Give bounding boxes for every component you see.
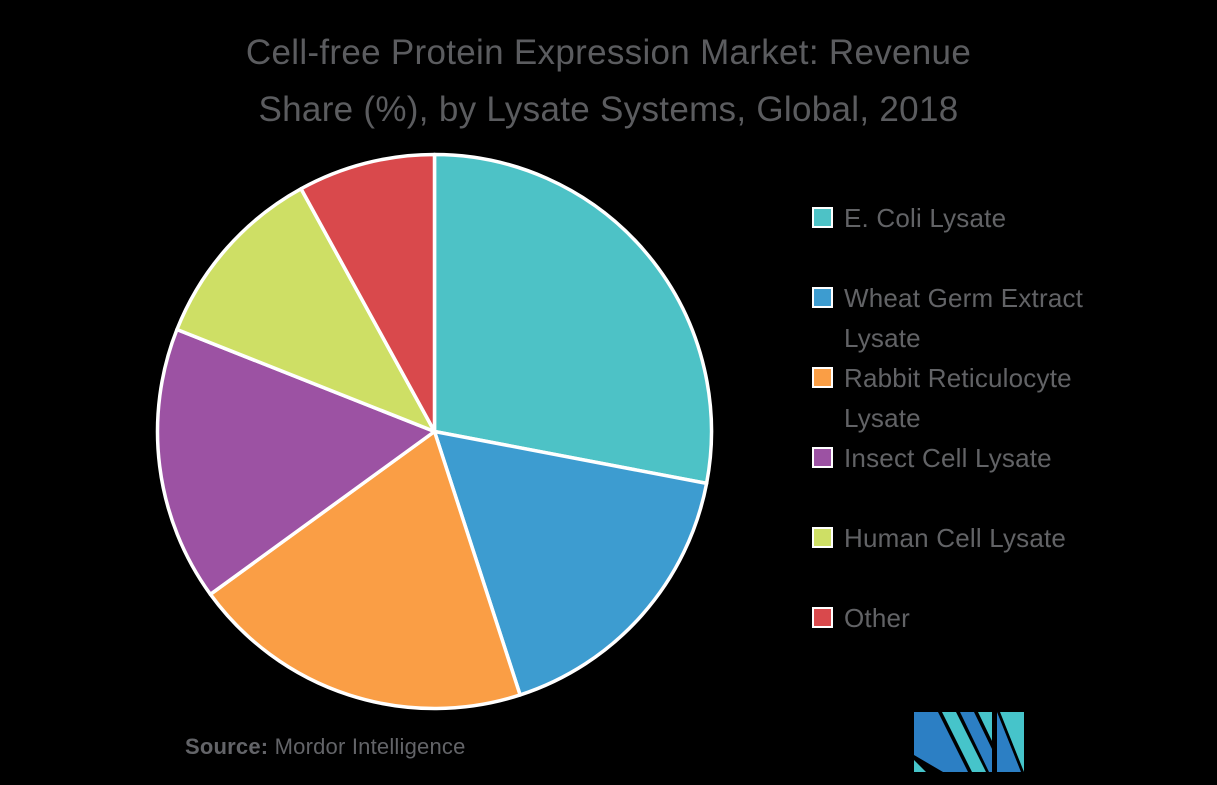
pie-slice-human-cell-lysate[interactable] bbox=[175, 187, 437, 434]
page-title: Cell-free Protein Expression Market: Rev… bbox=[0, 24, 1217, 138]
legend-label: Wheat Germ Extract Lysate bbox=[844, 283, 1084, 353]
legend-item-rabbit-reticulocyte-lysate[interactable]: Rabbit Reticulocyte Lysate bbox=[812, 358, 1202, 438]
logo-m-middle-stroke bbox=[942, 712, 986, 772]
legend-item-insect-cell-lysate[interactable]: Insect Cell Lysate bbox=[812, 438, 1202, 518]
legend-label: Human Cell Lysate bbox=[844, 523, 1067, 553]
legend-swatch bbox=[812, 287, 833, 308]
legend-item-human-cell-lysate[interactable]: Human Cell Lysate bbox=[812, 518, 1202, 598]
legend-label: Other bbox=[844, 603, 911, 633]
legend-label: E. Coli Lysate bbox=[844, 203, 1007, 233]
source-label: Source: bbox=[185, 734, 269, 759]
title-line-2: Share (%), by Lysate Systems, Global, 20… bbox=[258, 90, 959, 129]
pie-slice-rabbit-reticulocyte-lysate[interactable] bbox=[208, 429, 522, 711]
pie-slice-insect-cell-lysate[interactable] bbox=[155, 327, 437, 597]
legend-swatch bbox=[812, 607, 833, 628]
legend-swatch bbox=[812, 527, 833, 548]
legend-item-e-coli-lysate[interactable]: E. Coli Lysate bbox=[812, 198, 1202, 278]
logo-m-right-stroke bbox=[960, 712, 992, 772]
source-value: Mordor Intelligence bbox=[268, 734, 466, 759]
logo-m-top-shape bbox=[978, 712, 992, 741]
logo-m-corner-shape bbox=[914, 760, 926, 772]
pie-slice-other[interactable] bbox=[299, 152, 437, 434]
logo-i-bottom-shape bbox=[997, 712, 1021, 772]
legend-label: Rabbit Reticulocyte Lysate bbox=[844, 363, 1072, 433]
title-line-1: Cell-free Protein Expression Market: Rev… bbox=[245, 33, 972, 72]
legend-swatch bbox=[812, 447, 833, 468]
legend-item-other[interactable]: Other bbox=[812, 598, 1202, 678]
legend-item-wheat-germ-extract-lysate[interactable]: Wheat Germ Extract Lysate bbox=[812, 278, 1202, 358]
pie-slice-e-coli-lysate[interactable] bbox=[432, 152, 714, 486]
legend-swatch bbox=[812, 367, 833, 388]
logo-m-left-stroke bbox=[914, 712, 968, 772]
legend-swatch bbox=[812, 207, 833, 228]
pie-slice-wheat-germ-extract-lysate[interactable] bbox=[432, 429, 709, 697]
mordor-intelligence-logo bbox=[914, 712, 1024, 772]
source-note: Source: Mordor Intelligence bbox=[185, 732, 466, 762]
legend-label: Insect Cell Lysate bbox=[844, 443, 1052, 473]
logo-i-top-shape bbox=[1000, 712, 1024, 772]
pie-chart bbox=[155, 152, 714, 711]
legend: E. Coli Lysate Wheat Germ Extract Lysate R… bbox=[812, 198, 1202, 678]
